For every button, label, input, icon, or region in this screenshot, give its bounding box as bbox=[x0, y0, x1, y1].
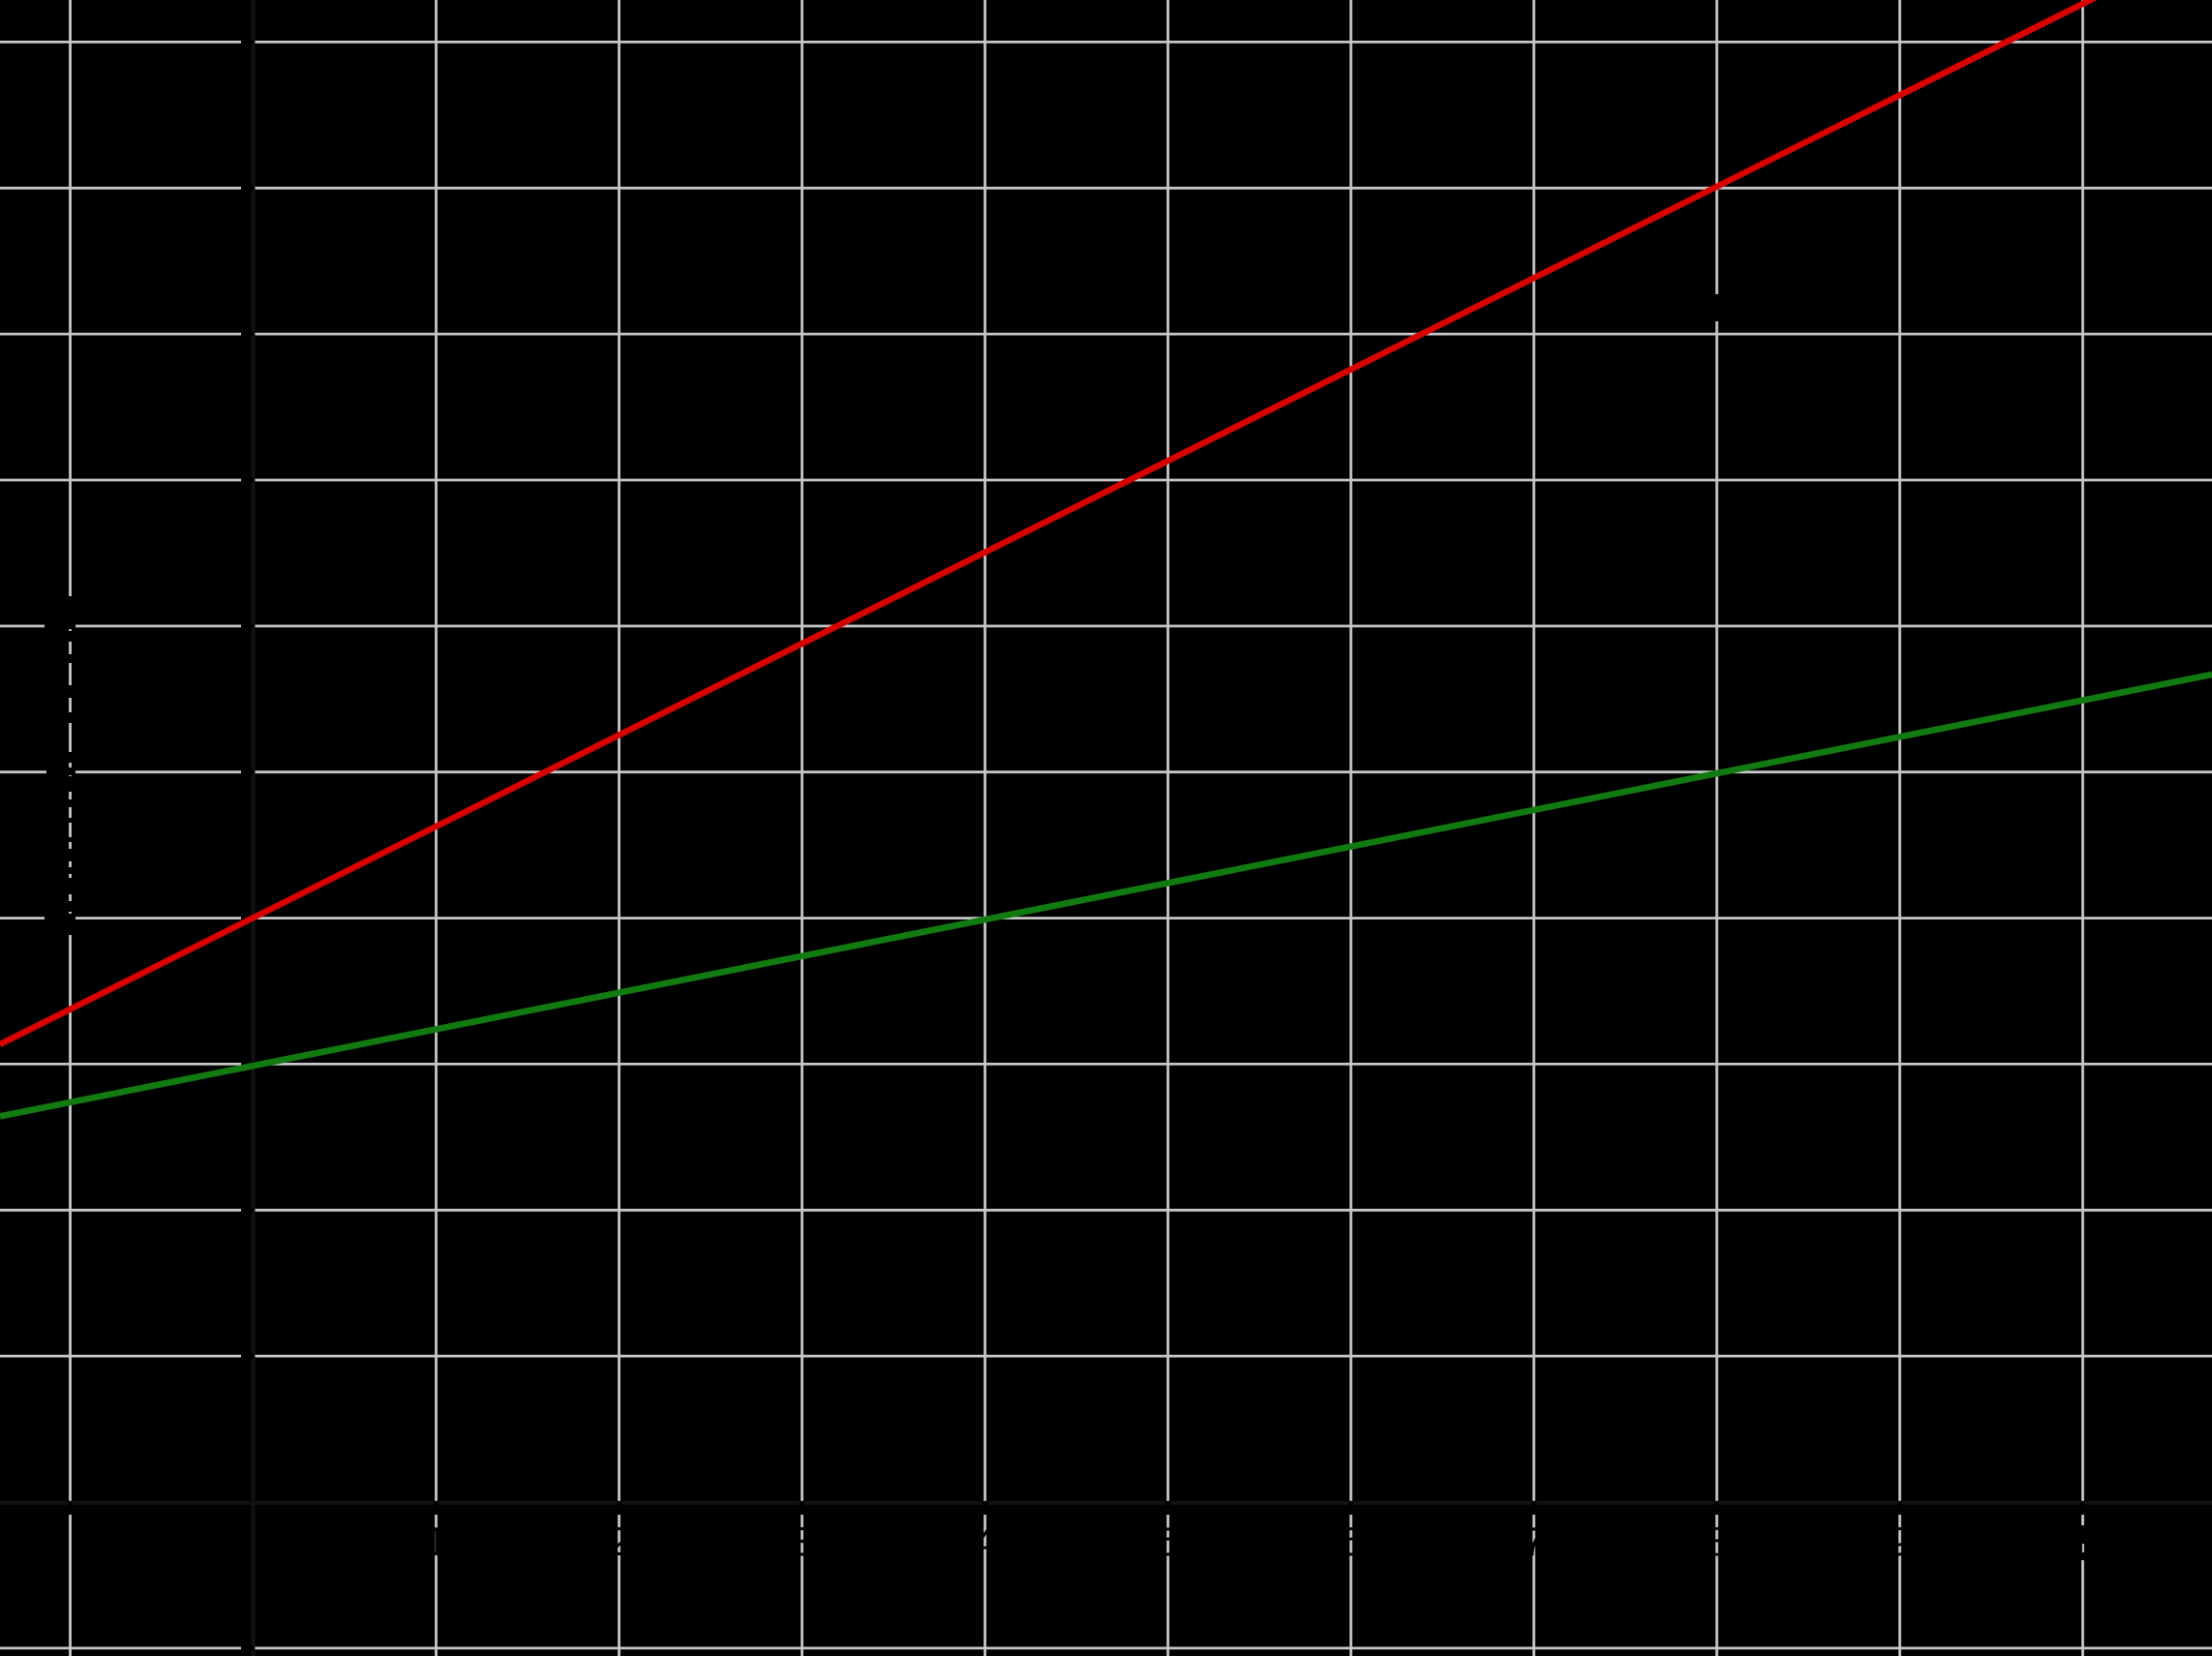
svg-text:-1: -1 bbox=[20, 1519, 56, 1564]
svg-text:9: 9 bbox=[1889, 1519, 1911, 1564]
svg-text:5: 5 bbox=[1157, 1519, 1179, 1564]
svg-text:8: 8 bbox=[1706, 1519, 1728, 1564]
svg-text:4: 4 bbox=[974, 1519, 996, 1564]
svg-text:2: 2 bbox=[608, 1519, 630, 1564]
svg-text:6: 6 bbox=[1340, 1519, 1362, 1564]
svg-text:3: 3 bbox=[791, 1519, 813, 1564]
svg-text:10: 10 bbox=[2069, 1519, 2114, 1564]
svg-text:1: 1 bbox=[425, 1519, 447, 1564]
svg-text:7: 7 bbox=[1523, 1519, 1545, 1564]
